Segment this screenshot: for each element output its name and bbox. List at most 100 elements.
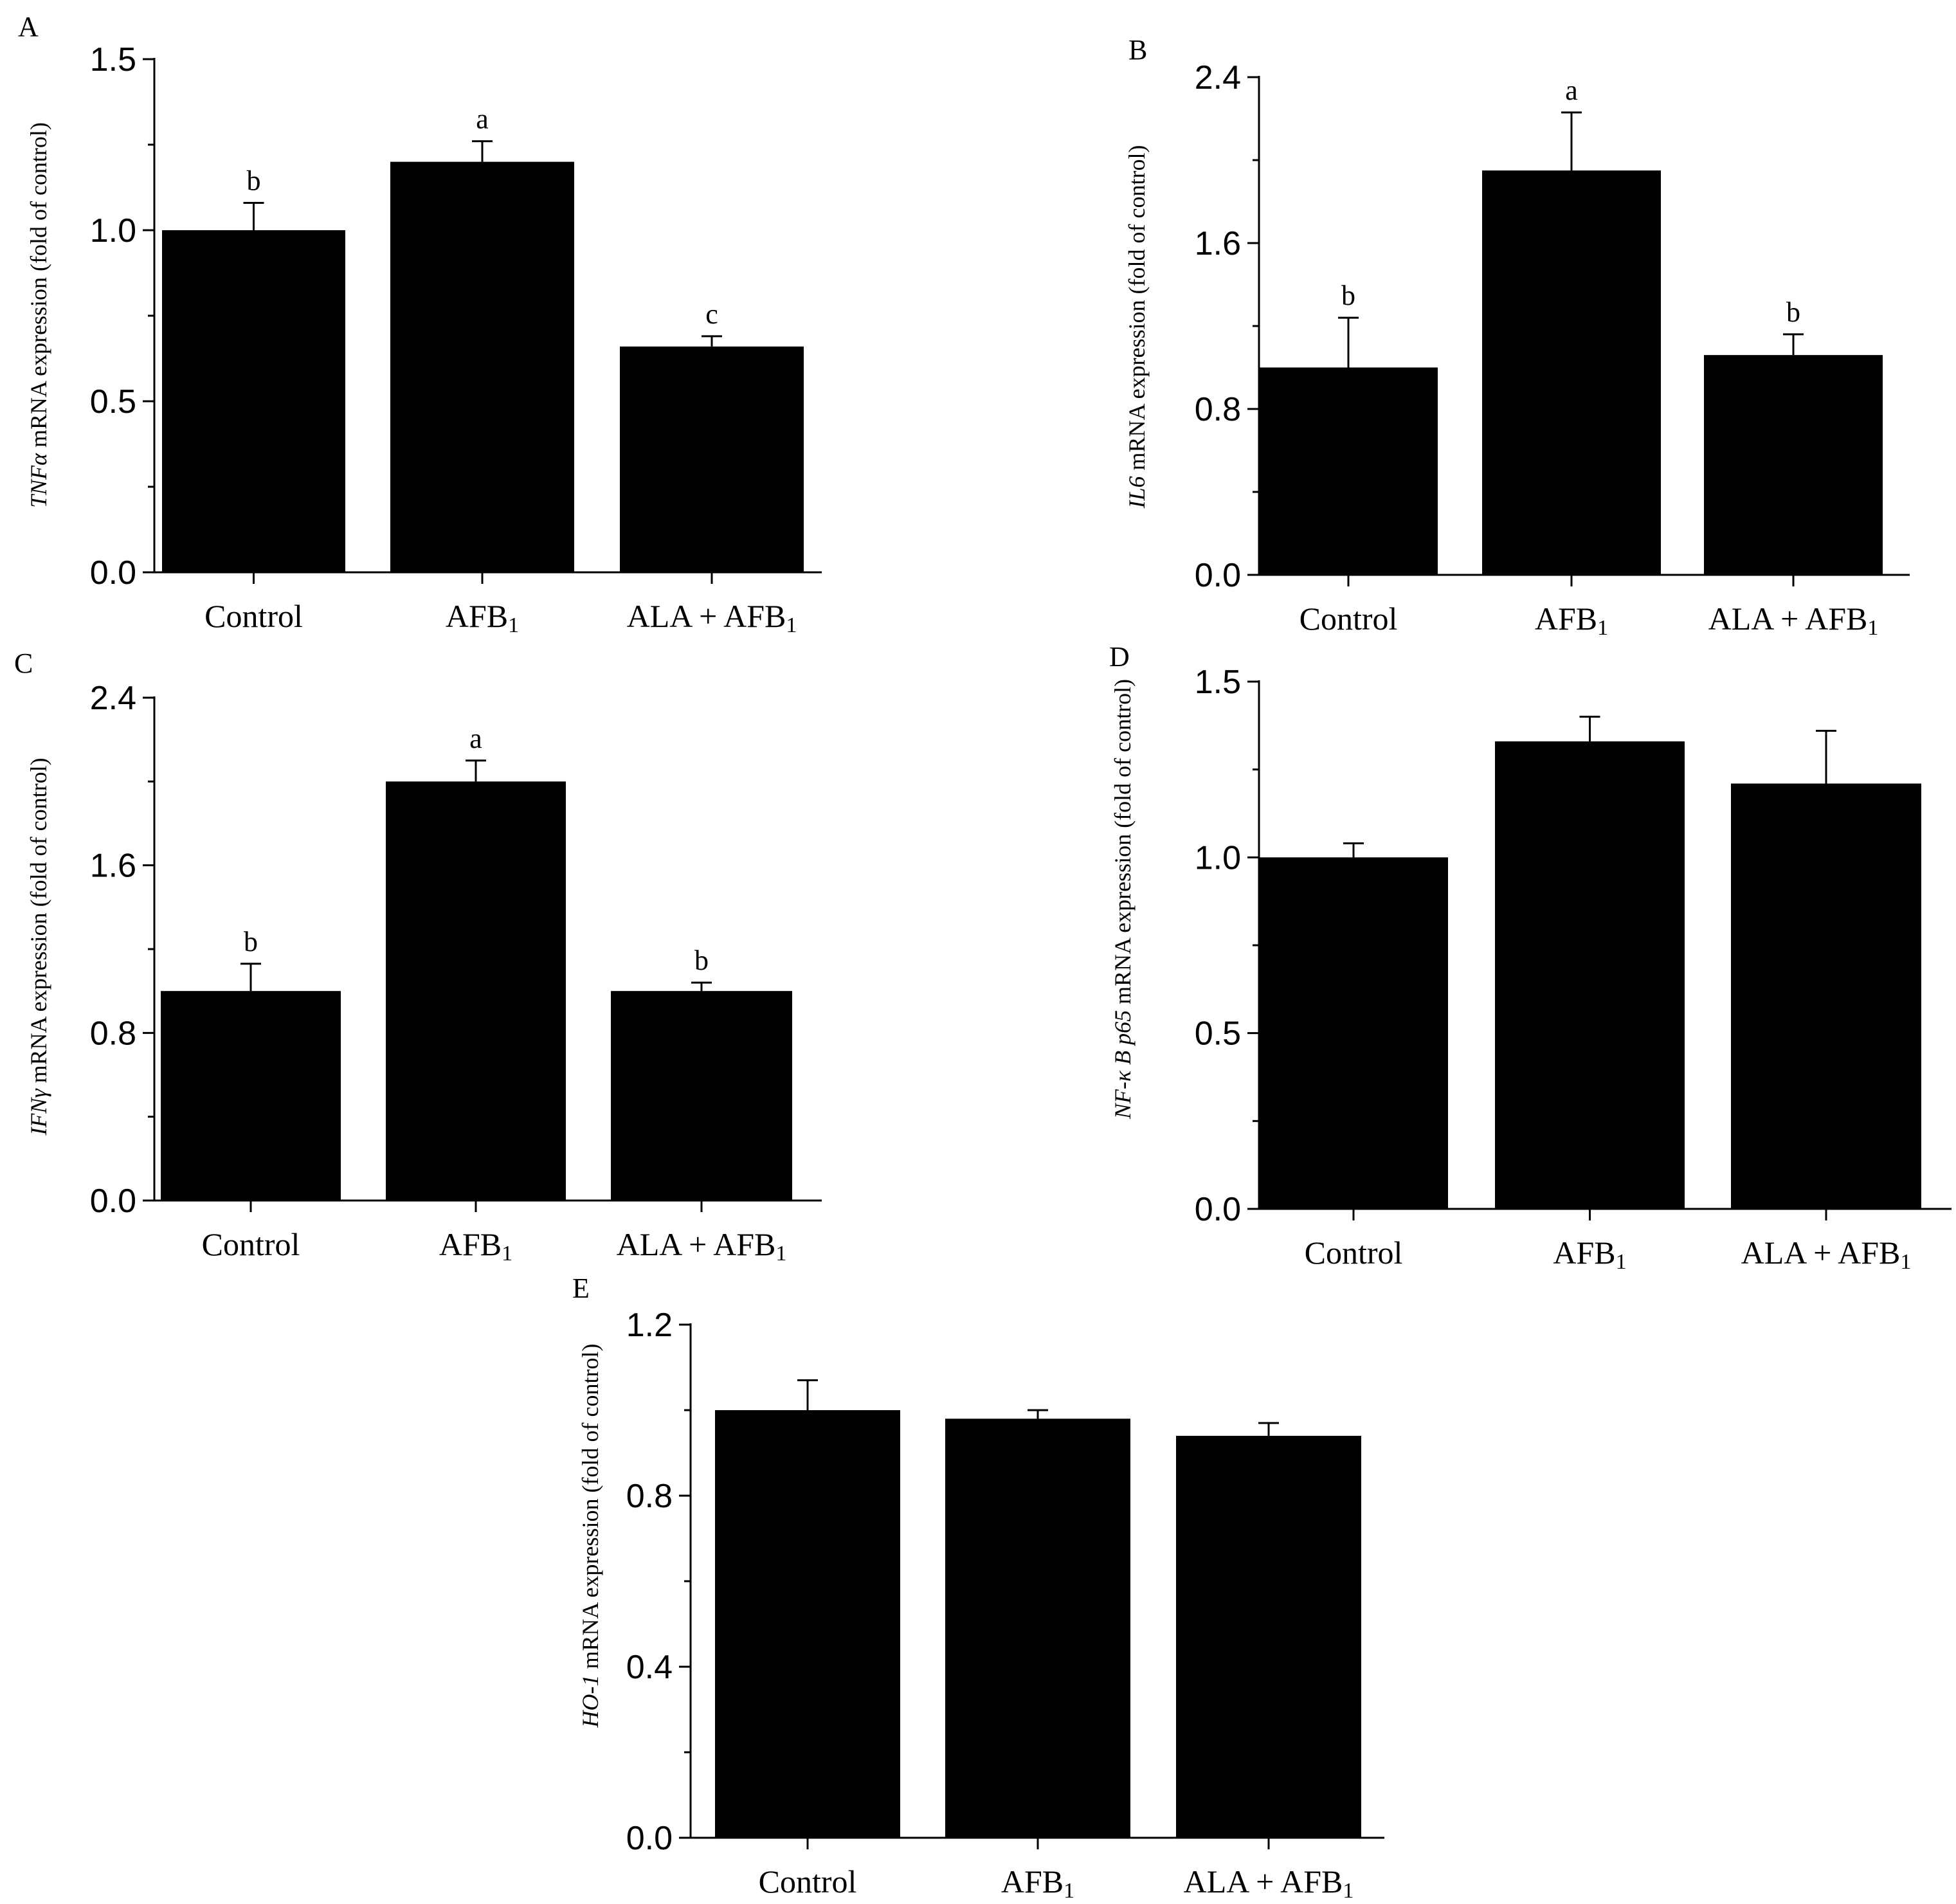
category-label: AFB1 [446,598,519,637]
y-axis-label: IFNγ mRNA expression (fold of control) [26,757,51,1136]
y-axis-label: TNFα mRNA expression (fold of control) [26,122,51,508]
category-label: Control [202,1226,300,1262]
panel-label: C [14,648,33,679]
category-label-text: ALA + AFB [1741,1235,1901,1271]
category-label-text: ALA + AFB [617,1226,776,1262]
y-tick-label: 0.8 [90,1015,136,1052]
bar [715,1410,900,1838]
category-label: AFB1 [1553,1235,1626,1274]
category-label-text: AFB [446,598,508,634]
category-label-subscript: 1 [502,1242,512,1265]
y-tick-label: 1.0 [90,212,136,249]
category-label-text: Control [204,598,303,634]
category-label: ALA + AFB1 [1741,1235,1912,1274]
bar [620,346,804,572]
y-tick-label: 1.5 [1195,664,1241,701]
y-axis-label-gene: IL6 [1124,476,1150,509]
y-tick-label: 0.8 [626,1478,673,1515]
bar [390,161,574,573]
category-label-subscript: 1 [1616,1250,1627,1274]
y-axis-label: NF-κ B p65 mRNA expression (fold of cont… [1110,679,1136,1120]
y-tick-label: 1.5 [90,41,136,78]
panel-label: B [1128,34,1147,66]
y-tick-label: 1.6 [90,848,136,885]
category-label-text: AFB [1001,1863,1064,1899]
category-label-subscript: 1 [786,613,797,637]
category-label: AFB1 [1535,601,1608,640]
category-label-text: AFB [439,1226,502,1262]
bar [945,1419,1130,1838]
category-label-text: AFB [1535,601,1597,637]
y-tick-label: 0.5 [90,383,136,421]
y-axis-label-text: mRNA expression (fold of control) [1124,145,1150,476]
category-label-text: Control [202,1226,300,1262]
y-tick-label: 0.0 [1195,1191,1241,1228]
y-axis-label-gene: TNFα [26,453,51,508]
panel-label: A [18,11,39,42]
category-label: ALA + AFB1 [1708,601,1879,640]
significance-letter: b [244,926,258,957]
bar [386,781,566,1201]
y-axis-label: IL6 mRNA expression (fold of control) [1124,145,1150,509]
panel-label: E [572,1273,590,1304]
category-label-subscript: 1 [508,613,519,637]
y-axis-label-text: mRNA expression (fold of control) [577,1344,603,1675]
category-label-text: Control [759,1863,857,1899]
y-axis-label-text: mRNA expression (fold of control) [26,757,51,1089]
category-label: Control [1299,601,1398,637]
y-tick-label: 1.6 [1195,225,1241,262]
category-label-text: ALA + AFB [627,598,786,634]
significance-letter: c [705,298,718,330]
bar [161,991,341,1201]
y-axis-label-gene: HO-1 [577,1674,603,1728]
significance-letter: b [1341,280,1355,311]
category-label-subscript: 1 [1867,616,1878,640]
bar [1495,741,1685,1209]
category-label: Control [1305,1235,1403,1271]
bar [1176,1435,1361,1838]
panel-label: D [1109,641,1130,673]
y-tick-label: 1.0 [1195,839,1241,876]
significance-letter: b [694,945,709,976]
bar [1731,783,1921,1209]
category-label: ALA + AFB1 [617,1226,787,1265]
category-label: ALA + AFB1 [1184,1863,1354,1903]
y-tick-label: 0.0 [626,1820,673,1857]
bar [162,230,345,572]
category-label-text: AFB [1553,1235,1615,1271]
significance-letter: b [1786,296,1800,328]
category-label: AFB1 [439,1226,512,1265]
category-label-text: ALA + AFB [1184,1863,1343,1899]
bar [1482,170,1661,575]
y-tick-label: 0.0 [90,554,136,592]
y-tick-label: 2.4 [90,680,136,717]
category-label-subscript: 1 [1900,1250,1911,1274]
category-label-text: Control [1299,601,1398,637]
y-tick-label: 0.4 [626,1649,673,1686]
bar [1259,367,1438,575]
y-axis-label-gene: IFNγ [26,1089,51,1136]
significance-letter: a [1565,75,1578,106]
y-axis-label-text: mRNA expression (fold of control) [1110,679,1136,1010]
category-label-subscript: 1 [1597,616,1608,640]
category-label-subscript: 1 [775,1242,786,1265]
y-tick-label: 0.0 [1195,557,1241,594]
category-label-subscript: 1 [1343,1879,1354,1903]
y-axis-label-gene: NF-κ B p65 [1110,1010,1136,1120]
y-tick-label: 0.8 [1195,391,1241,428]
category-label: Control [204,598,303,634]
y-tick-label: 0.0 [90,1183,136,1220]
significance-letter: a [469,723,482,754]
category-label-text: ALA + AFB [1708,601,1868,637]
y-tick-label: 2.4 [1195,59,1241,96]
bar [1704,355,1883,575]
category-label: ALA + AFB1 [627,598,797,637]
category-label-text: Control [1305,1235,1403,1271]
y-axis-label-text: mRNA expression (fold of control) [26,122,51,453]
